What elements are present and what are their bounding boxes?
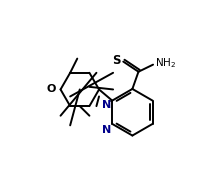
Text: N: N (102, 125, 111, 135)
Text: S: S (112, 54, 121, 67)
Text: NH$_2$: NH$_2$ (155, 56, 176, 70)
Text: N: N (102, 100, 111, 110)
Text: O: O (47, 84, 56, 94)
